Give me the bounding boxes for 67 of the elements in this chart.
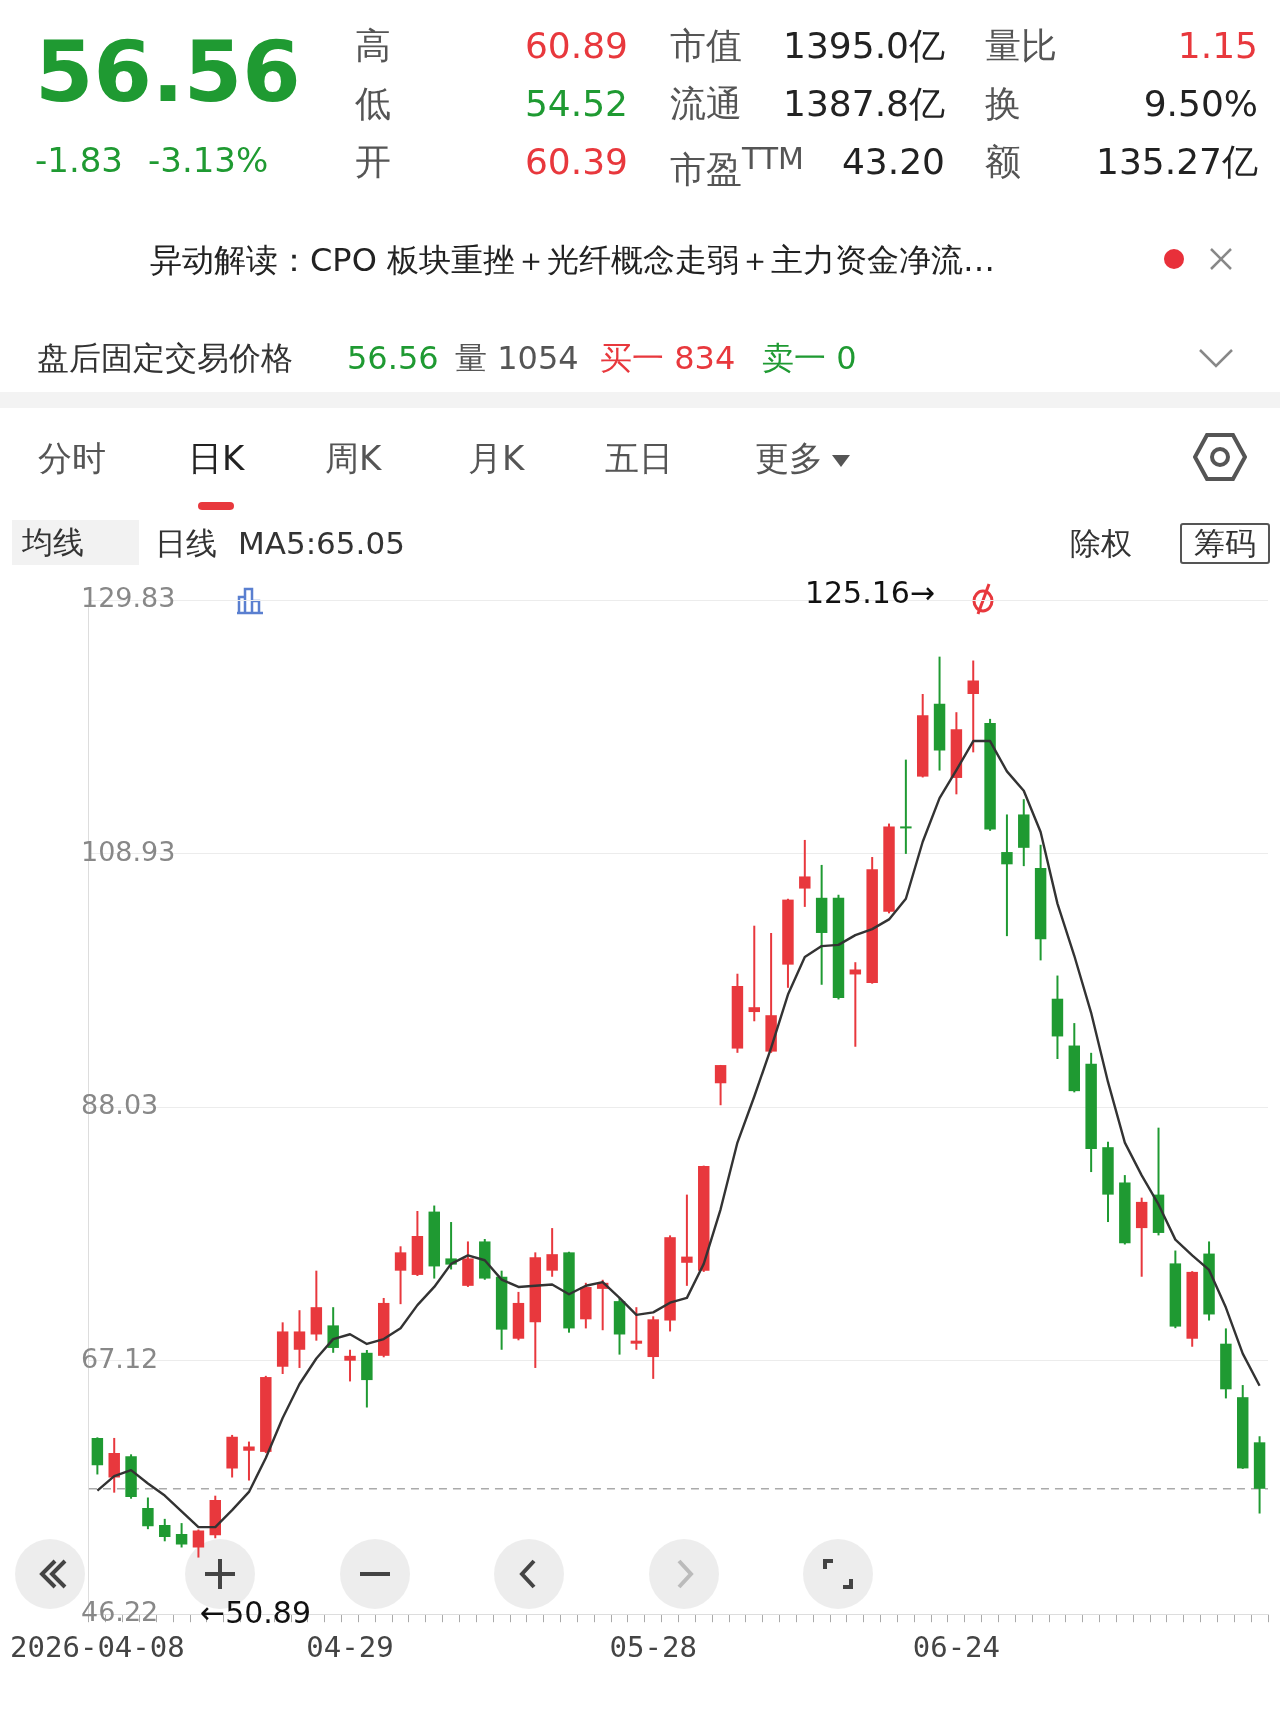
- text: 43.20: [841, 141, 945, 182]
- candlestick: [714, 1063, 727, 1107]
- text: 卖一 0: [762, 339, 857, 377]
- text: MA5:65.05: [238, 525, 405, 561]
- text: 除权: [1070, 525, 1132, 561]
- text: 1.15: [1177, 25, 1258, 66]
- annotation: ←50.89: [200, 1595, 312, 1630]
- y-tick-label: 67.12: [80, 1342, 159, 1374]
- candlestick: [849, 961, 862, 1048]
- x-tick-label: 2026-04-08: [10, 1630, 185, 1665]
- text: 分时: [38, 438, 106, 478]
- text: 市值: [670, 25, 742, 66]
- candlestick: [967, 659, 979, 754]
- text: 换: [985, 83, 1021, 124]
- text: 56.56: [347, 339, 439, 377]
- text: 60.39: [524, 141, 628, 182]
- text: 60.89: [524, 25, 628, 66]
- text: 周K: [325, 438, 382, 478]
- candlestick: [293, 1309, 306, 1369]
- text: 五日: [605, 438, 673, 478]
- y-tick-label: 129.83: [80, 582, 176, 614]
- text: 日K: [188, 438, 245, 478]
- text: 1395.0亿: [783, 25, 945, 66]
- text: 均线: [12, 520, 139, 565]
- candlestick: [243, 1440, 255, 1482]
- candlestick: [159, 1517, 171, 1543]
- text: 月K: [468, 438, 525, 478]
- candlestick: [175, 1522, 188, 1549]
- text: 低: [355, 83, 391, 124]
- candlestick: [546, 1227, 558, 1278]
- y-tick-label: 108.93: [80, 835, 176, 867]
- candlestick: [748, 924, 760, 1023]
- text: 市盈$^{TTM}$: [670, 141, 805, 190]
- text: 流通: [670, 83, 742, 124]
- text: 盘后固定交易价格: [37, 339, 293, 377]
- candlestick: [799, 838, 811, 908]
- text: 筹码: [1180, 523, 1270, 564]
- text: 量比: [985, 25, 1057, 66]
- text: 更多: [755, 438, 823, 478]
- text: 9.50%: [1143, 83, 1258, 124]
- text: 135.27亿: [1096, 141, 1258, 182]
- x-tick-label: 05-28: [609, 1630, 697, 1665]
- candlestick: [630, 1306, 643, 1351]
- candlestick: [1001, 813, 1013, 938]
- text: 异动解读：CPO 板块重挫＋光纤概念走弱＋主力资金净流…: [150, 241, 995, 279]
- y-tick-label: 88.03: [80, 1089, 159, 1121]
- text: 量 1054: [455, 339, 579, 377]
- annotation: 125.16→: [804, 575, 935, 610]
- text: 开: [355, 141, 391, 182]
- text: 额: [985, 141, 1021, 182]
- candlestick: [192, 1528, 205, 1559]
- candlestick: [142, 1496, 154, 1531]
- text: 1387.8亿: [783, 83, 945, 124]
- text: 日线: [155, 525, 217, 561]
- text: -1.83: [35, 140, 123, 180]
- text: 54.52: [524, 83, 628, 124]
- text: 高: [355, 25, 391, 66]
- x-tick-label: 04-29: [306, 1630, 394, 1665]
- candlestick: [344, 1348, 356, 1383]
- text: -3.13%: [148, 140, 269, 180]
- candlestick: [681, 1193, 693, 1287]
- candlestick: [394, 1245, 407, 1306]
- text: 56.56: [35, 23, 301, 121]
- y-tick-label: 46.22: [80, 1596, 159, 1628]
- text: 买一 834: [600, 339, 736, 377]
- candlestick: [900, 758, 912, 855]
- x-tick-label: 06-24: [912, 1630, 1001, 1665]
